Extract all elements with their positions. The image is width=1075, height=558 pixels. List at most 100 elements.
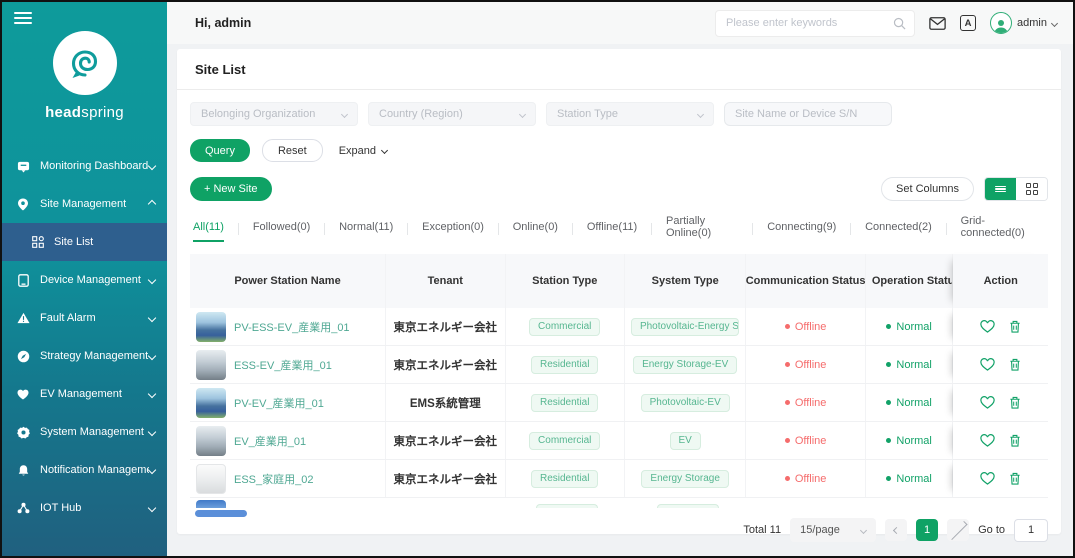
delete-trash-icon[interactable] [1009, 358, 1021, 371]
belonging-organization-select[interactable]: Belonging Organization [190, 102, 358, 126]
delete-trash-icon[interactable] [1009, 472, 1021, 485]
sidebar-item-fault-alarm[interactable]: Fault Alarm [2, 299, 167, 337]
set-columns-button[interactable]: Set Columns [881, 177, 974, 201]
tab-grid-connected[interactable]: Grid-connected(0) [960, 215, 1025, 239]
station-type-select[interactable]: Station Type [546, 102, 714, 126]
col-action: Action [953, 254, 1049, 308]
sidebar-item-ev-management[interactable]: EV Management [2, 375, 167, 413]
sidebar-item-system-management[interactable]: System Management [2, 413, 167, 451]
favorite-heart-icon[interactable] [980, 320, 995, 333]
table-row: PV-EV_産業用_01 EMS系統管理 Residential Photovo… [190, 384, 1049, 422]
chevron-down-icon [147, 275, 157, 285]
status-dot [886, 438, 892, 443]
favorite-heart-icon[interactable] [980, 472, 995, 485]
system-type-badge: Energy Storage-EV [633, 355, 738, 374]
hub-icon [16, 501, 30, 515]
reset-button[interactable]: Reset [261, 139, 323, 162]
tab-online[interactable]: Online(0) [512, 221, 558, 233]
sidebar-item-notification-management[interactable]: Notification Management [2, 451, 167, 489]
sidebar-menu: Monitoring Dashboard Site Management Sit… [2, 147, 167, 527]
communication-status: Offline [784, 321, 826, 333]
filter-actions: Query Reset Expand [177, 126, 1061, 162]
tab-all[interactable]: All(11) [190, 221, 238, 242]
ev-icon [16, 387, 30, 401]
page-size-select[interactable]: 15/page [790, 518, 877, 542]
site-name-link[interactable]: PV-ESS-EV_産業用_01 [234, 321, 350, 334]
site-name-link[interactable]: ESS_家庭用_02 [234, 473, 314, 486]
sidebar-item-label: Monitoring Dashboard [40, 160, 149, 172]
tab-connecting[interactable]: Connecting(9) [767, 221, 837, 233]
tab-exception[interactable]: Exception(0) [422, 221, 484, 233]
select-placeholder: Belonging Organization [201, 108, 316, 120]
tab-offline[interactable]: Offline(11) [586, 221, 638, 233]
mail-icon[interactable] [929, 16, 946, 30]
col-station-type: Station Type [506, 254, 625, 308]
delete-trash-icon[interactable] [1009, 396, 1021, 409]
sidebar-item-monitoring-dashboard[interactable]: Monitoring Dashboard [2, 147, 167, 185]
grid-icon [1025, 183, 1038, 195]
favorite-heart-icon[interactable] [980, 396, 995, 409]
sidebar: headspring Monitoring Dashboard Site Man… [2, 2, 167, 556]
sidebar-subitem-label: Site List [54, 236, 94, 248]
chevron-down-icon [518, 110, 527, 118]
status-dot [784, 362, 790, 367]
tab-separator [945, 223, 947, 235]
page-title: Site List [177, 49, 1061, 90]
grid-icon [32, 236, 45, 249]
search-icon[interactable] [893, 17, 906, 30]
content-area: Hi, admin A admin [167, 2, 1073, 556]
favorite-heart-icon[interactable] [980, 434, 995, 447]
brand-name-light: spring [81, 104, 124, 121]
tab-connected[interactable]: Connected(2) [865, 221, 932, 233]
filter-row: Belonging Organization Country (Region) … [177, 90, 1061, 126]
tab-partially-online[interactable]: Partially Online(0) [665, 215, 712, 239]
grid-view-button[interactable] [1016, 178, 1047, 200]
sidebar-item-site-management[interactable]: Site Management [2, 185, 167, 223]
top-header: Hi, admin A admin [167, 2, 1073, 44]
operation-status: Normal [886, 321, 932, 333]
tab-normal[interactable]: Normal(11) [339, 221, 394, 233]
goto-label: Go to [978, 524, 1005, 536]
communication-status: Offline [784, 397, 826, 409]
search-input[interactable] [726, 17, 894, 29]
site-name-input[interactable] [724, 102, 892, 126]
status-tabs: All(11) Followed(0) Normal(11) Exception… [177, 201, 1061, 248]
user-menu[interactable]: admin [990, 12, 1059, 34]
col-communication-status: Communication Status [746, 254, 866, 308]
communication-status: Offline [784, 359, 826, 371]
site-name-link[interactable]: PV-EV_産業用_01 [234, 397, 324, 410]
tab-separator [850, 223, 852, 235]
sidebar-item-device-management[interactable]: Device Management [2, 261, 167, 299]
sidebar-item-iot-hub[interactable]: IOT Hub [2, 489, 167, 527]
sidebar-item-strategy-management[interactable]: Strategy Management [2, 337, 167, 375]
next-page-button[interactable] [947, 519, 970, 541]
site-name-link[interactable]: EV_産業用_01 [234, 435, 307, 448]
table-row: ESS-EV_産業用_01 東京エネルギー会社 Residential Ener… [190, 346, 1049, 384]
tab-separator [651, 223, 652, 235]
chevron-down-icon [380, 146, 389, 155]
dashboard-icon [16, 159, 30, 173]
hamburger-menu-icon[interactable] [14, 12, 32, 27]
chevron-down-icon [147, 427, 157, 437]
chevron-left-icon [892, 526, 900, 534]
language-icon[interactable]: A [960, 15, 977, 31]
view-toggle [984, 177, 1048, 201]
delete-trash-icon[interactable] [1009, 320, 1021, 333]
query-button[interactable]: Query [190, 139, 250, 162]
prev-page-button[interactable] [885, 519, 908, 541]
site-name-link[interactable]: ESS-EV_産業用_01 [234, 359, 332, 372]
country-region-select[interactable]: Country (Region) [368, 102, 536, 126]
sidebar-item-site-list[interactable]: Site List [2, 223, 167, 261]
expand-toggle[interactable]: Expand [339, 145, 389, 157]
current-page-button[interactable]: 1 [916, 519, 939, 541]
new-site-button[interactable]: + New Site [190, 177, 272, 201]
delete-trash-icon[interactable] [1009, 434, 1021, 447]
goto-page-input[interactable] [1014, 518, 1048, 542]
chevron-down-icon [860, 526, 868, 534]
tab-followed[interactable]: Followed(0) [252, 221, 311, 233]
favorite-heart-icon[interactable] [980, 358, 995, 371]
chevron-down-icon [147, 313, 157, 323]
scrollbar-thumb[interactable] [195, 510, 247, 517]
list-view-button[interactable] [985, 178, 1016, 200]
system-type-badge: Energy Storage [641, 469, 729, 488]
